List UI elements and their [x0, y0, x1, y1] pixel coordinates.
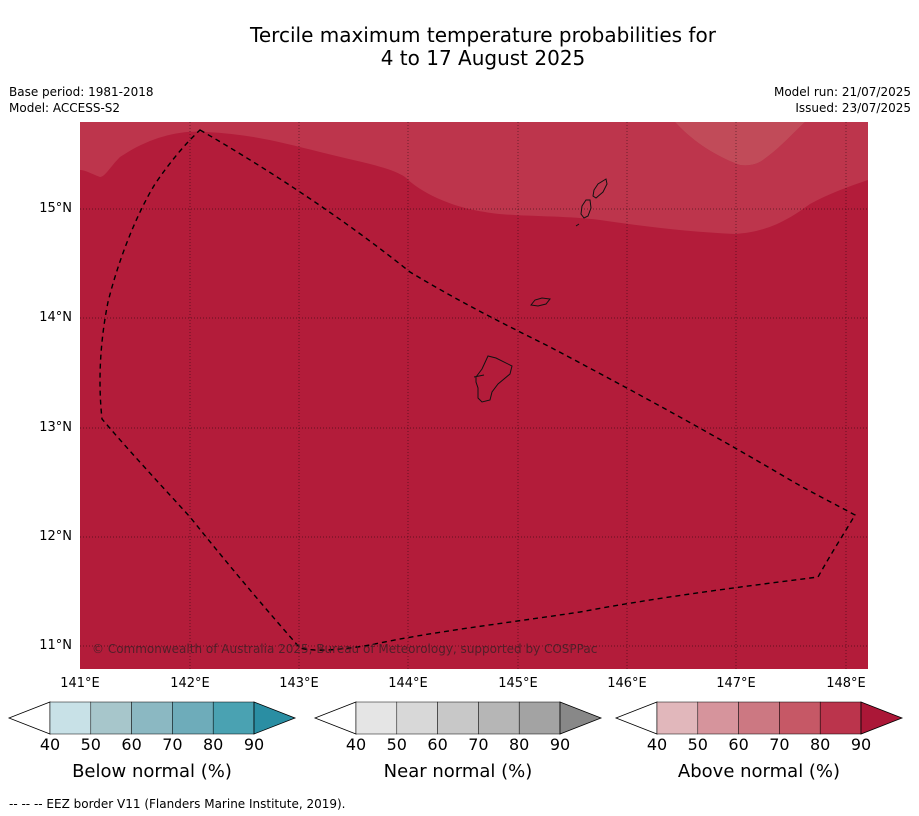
island-aguijan: [575, 223, 580, 227]
colorbar-near-tick-90: 90: [549, 735, 571, 754]
copyright-text: © Commonwealth of Australia 2025, Bureau…: [92, 642, 597, 656]
forecast-map[interactable]: © Commonwealth of Australia 2025, Bureau…: [80, 122, 868, 669]
colorbar-above-bin-80: [819, 701, 862, 735]
lat-label-12: 12°N: [39, 529, 72, 544]
colorbar-near-normal: [313, 701, 603, 735]
colorbar-near-bin-60: [437, 701, 479, 735]
colorbar-near-tick-70: 70: [468, 735, 489, 754]
colorbar-above-normal: [614, 701, 904, 735]
island-tinian: [580, 199, 592, 219]
lon-label-141: 141°E: [60, 676, 100, 691]
colorbar-above-bin-50: [697, 701, 739, 735]
colorbar-above-tick-70: 70: [769, 735, 790, 754]
lon-label-147: 147°E: [716, 676, 756, 691]
map-title-line1: Tercile maximum temperature probabilitie…: [250, 23, 716, 47]
colorbar-above-tick-80: 80: [810, 735, 831, 754]
lon-label-144: 144°E: [388, 676, 428, 691]
colorbar-above-min-extension: [614, 701, 658, 735]
lat-label-15: 15°N: [39, 201, 72, 216]
colorbar-below-bin-40: [49, 701, 92, 735]
colorbar-below-tick-90: 90: [243, 735, 265, 754]
colorbar-near-bin-80: [518, 701, 561, 735]
colorbar-below-bin-60: [131, 701, 173, 735]
colorbar-near-bin-50: [396, 701, 438, 735]
colorbar-above-bin-40: [656, 701, 699, 735]
colorbar-below-normal: [7, 701, 297, 735]
lat-label-11: 11°N: [39, 638, 72, 653]
colorbar-near-max-extension: [559, 701, 603, 735]
colorbar-below-tick-80: 80: [203, 735, 224, 754]
colorbar-above-bin-70: [779, 701, 821, 735]
colorbar-near-tick-50: 50: [386, 735, 407, 754]
colorbar-near-tick-60: 60: [427, 735, 448, 754]
colorbar-near-tick-40: 40: [345, 735, 367, 754]
colorbar-below-tick-70: 70: [162, 735, 183, 754]
colorbar-below-bin-70: [172, 701, 214, 735]
colorbar-below-max-extension: [253, 701, 297, 735]
island-outlines: [473, 178, 608, 403]
lon-label-146: 146°E: [607, 676, 647, 691]
graticule: [80, 122, 868, 669]
probability-fill-above-80: [80, 122, 868, 234]
lon-label-148: 148°E: [826, 676, 866, 691]
colorbar-near-min-extension: [313, 701, 357, 735]
lat-label-14: 14°N: [39, 310, 72, 325]
eez-footnote: -- -- -- EEZ border V11 (Flanders Marine…: [9, 797, 346, 811]
colorbar-below-tick-50: 50: [80, 735, 101, 754]
colorbar-below-tick-60: 60: [121, 735, 142, 754]
colorbar-above-tick-50: 50: [687, 735, 708, 754]
colorbar-below-bin-80: [212, 701, 255, 735]
probability-fill-above-80-light: [675, 122, 805, 166]
colorbar-above-tick-60: 60: [728, 735, 749, 754]
model-name: Model: ACCESS-S2: [9, 101, 121, 115]
colorbar-title-above: Above normal (%): [677, 761, 841, 782]
lon-label-143: 143°E: [279, 676, 319, 691]
map-title-line2: 4 to 17 August 2025: [380, 46, 586, 70]
colorbar-above-bin-60: [738, 701, 780, 735]
colorbar-above-max-extension: [860, 701, 904, 735]
colorbar-above-tick-40: 40: [646, 735, 668, 754]
model-run-date: Model run: 21/07/2025: [773, 85, 911, 99]
island-saipan: [592, 178, 608, 199]
lon-label-142: 142°E: [170, 676, 210, 691]
colorbar-below-tick-40: 40: [39, 735, 61, 754]
colorbar-below-bin-50: [90, 701, 132, 735]
colorbar-near-bin-70: [478, 701, 520, 735]
island-guam: [473, 355, 513, 403]
base-period: Base period: 1981-2018: [9, 85, 154, 99]
colorbar-near-tick-80: 80: [509, 735, 530, 754]
island-rota: [530, 297, 551, 307]
colorbar-above-tick-90: 90: [850, 735, 872, 754]
colorbar-below-min-extension: [7, 701, 51, 735]
lat-label-13: 13°N: [39, 420, 72, 435]
lon-label-145: 145°E: [498, 676, 538, 691]
issued-date: Issued: 23/07/2025: [795, 101, 911, 115]
eez-border: [99, 129, 856, 651]
colorbar-title-near: Near normal (%): [383, 761, 533, 782]
colorbar-title-below: Below normal (%): [72, 761, 232, 782]
colorbar-near-bin-40: [355, 701, 398, 735]
